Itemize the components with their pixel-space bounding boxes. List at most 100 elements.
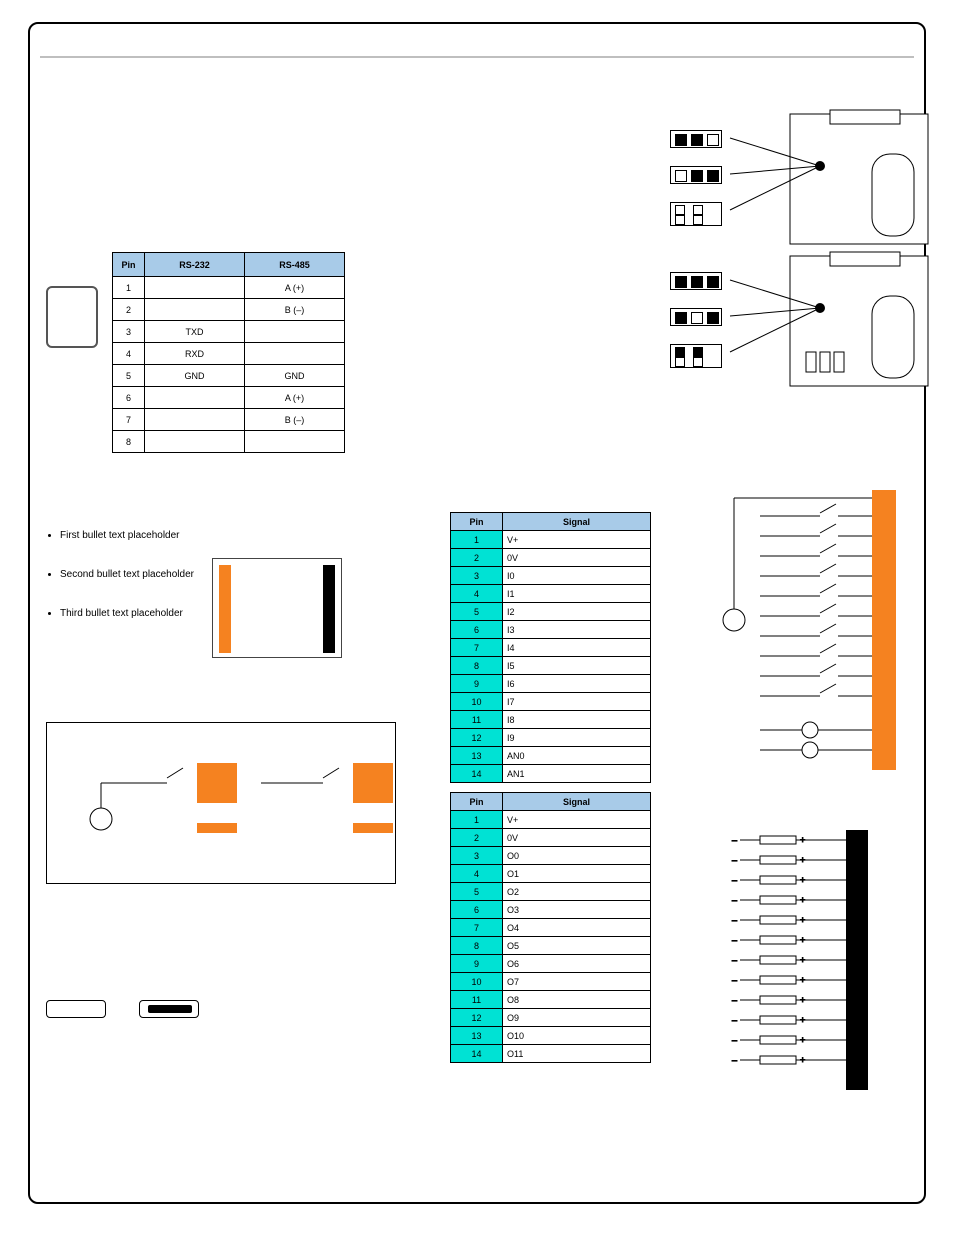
svg-text:+: + [800, 955, 805, 965]
row-signal: I8 [503, 711, 651, 729]
svg-text:+: + [800, 855, 805, 865]
svg-text:–: – [732, 895, 737, 905]
row-signal: V+ [503, 531, 651, 549]
row-signal: 0V [503, 549, 651, 567]
row-pin: 10 [451, 973, 503, 991]
row-pin: 5 [451, 603, 503, 621]
row-signal: O6 [503, 955, 651, 973]
svg-text:–: – [732, 835, 737, 845]
row-pin: 4 [451, 585, 503, 603]
row-pin: 6 [451, 901, 503, 919]
outputs-wiring: –+–+–+–+–+–+–+–+–+–+–+–+ [700, 830, 870, 1090]
row-pin: 3 [451, 847, 503, 865]
row-signal: 0V [503, 829, 651, 847]
pin-cell: B (–) [245, 299, 345, 321]
row-signal: O10 [503, 1027, 651, 1045]
row-signal: I7 [503, 693, 651, 711]
row-pin: 8 [451, 657, 503, 675]
svg-text:–: – [732, 935, 737, 945]
pin-col-0: Pin [113, 253, 145, 277]
svg-text:+: + [800, 1055, 805, 1065]
jumper-a2 [670, 166, 722, 184]
svg-text:–: – [732, 975, 737, 985]
svg-text:–: – [732, 1055, 737, 1065]
pin-cell: 3 [113, 321, 145, 343]
row-signal: I0 [503, 567, 651, 585]
row-signal: I1 [503, 585, 651, 603]
outputs-table: Pin Signal 1V+20V3O04O15O26O37O48O59O610… [450, 792, 651, 1063]
pin-cell: 7 [113, 409, 145, 431]
pin-cell [145, 409, 245, 431]
row-signal: O11 [503, 1045, 651, 1063]
board-diagram-top [670, 110, 930, 250]
bullet-1: First bullet text placeholder [60, 530, 206, 541]
row-signal: I2 [503, 603, 651, 621]
tblB-h2: Signal [503, 793, 651, 811]
pin-cell: 6 [113, 387, 145, 409]
row-signal: AN0 [503, 747, 651, 765]
row-signal: O2 [503, 883, 651, 901]
jumper-b3 [670, 344, 722, 368]
svg-text:+: + [800, 1015, 805, 1025]
row-pin: 7 [451, 919, 503, 937]
row-pin: 8 [451, 937, 503, 955]
row-pin: 1 [451, 811, 503, 829]
pin-cell: RXD [145, 343, 245, 365]
row-signal: O5 [503, 937, 651, 955]
pin-cell: A (+) [245, 277, 345, 299]
row-pin: 6 [451, 621, 503, 639]
row-signal: O8 [503, 991, 651, 1009]
pin-cell: GND [145, 365, 245, 387]
row-signal: I4 [503, 639, 651, 657]
svg-text:+: + [800, 915, 805, 925]
row-signal: O9 [503, 1009, 651, 1027]
svg-text:+: + [800, 835, 805, 845]
inputs-wiring [700, 490, 900, 770]
row-signal: O3 [503, 901, 651, 919]
row-pin: 11 [451, 991, 503, 1009]
jumper-a3 [670, 202, 722, 226]
pin-cell: 8 [113, 431, 145, 453]
row-pin: 13 [451, 1027, 503, 1045]
row-signal: I3 [503, 621, 651, 639]
page: Pin RS-232 RS-485 1A (+)2B (–)3TXD4RXD5G… [0, 0, 954, 1235]
svg-text:+: + [800, 975, 805, 985]
svg-text:–: – [732, 875, 737, 885]
pin-cell: GND [245, 365, 345, 387]
row-pin: 12 [451, 729, 503, 747]
usb-b-icon [139, 1000, 199, 1018]
row-pin: 2 [451, 549, 503, 567]
svg-text:–: – [732, 915, 737, 925]
row-pin: 10 [451, 693, 503, 711]
row-signal: O1 [503, 865, 651, 883]
svg-text:+: + [800, 895, 805, 905]
pin-cell: 1 [113, 277, 145, 299]
row-signal: V+ [503, 811, 651, 829]
pin-cell [245, 431, 345, 453]
row-signal: O4 [503, 919, 651, 937]
pin-cell [145, 299, 245, 321]
pin-col-2: RS-485 [245, 253, 345, 277]
pin-cell: B (–) [245, 409, 345, 431]
usb-a-icon [46, 1000, 106, 1018]
svg-text:+: + [800, 935, 805, 945]
usb-row [46, 1000, 199, 1018]
rj45-icon [46, 286, 98, 348]
jumper-b1 [670, 272, 722, 290]
row-pin: 14 [451, 1045, 503, 1063]
pin-cell: 2 [113, 299, 145, 321]
board-diagram-bottom [670, 252, 930, 392]
pin-cell [145, 277, 245, 299]
tblB-h1: Pin [451, 793, 503, 811]
tblA-h2: Signal [503, 513, 651, 531]
wirebox-svg [47, 723, 397, 885]
svg-text:–: – [732, 1015, 737, 1025]
row-pin: 1 [451, 531, 503, 549]
inputs-table: Pin Signal 1V+20V3I04I15I26I37I48I59I610… [450, 512, 651, 783]
row-pin: 9 [451, 675, 503, 693]
row-signal: I9 [503, 729, 651, 747]
row-signal: O7 [503, 973, 651, 991]
wiring-diagram-small [46, 722, 396, 884]
row-pin: 7 [451, 639, 503, 657]
svg-text:–: – [732, 995, 737, 1005]
